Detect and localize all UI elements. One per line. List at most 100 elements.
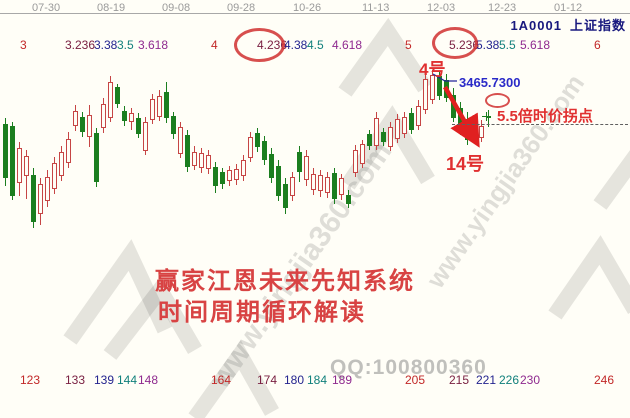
gann-ratio-label: 4.38 [284,38,308,52]
watermark-chevron [593,150,630,210]
date-label: 08-19 [97,2,126,14]
candle-body [87,115,92,137]
candle-body [66,139,71,163]
candle-body [206,155,211,169]
gann-day-label: 230 [520,373,541,387]
gann-day-label: 123 [20,373,41,387]
candle-body [80,117,85,132]
candle-body [416,106,421,126]
candle-body [409,113,414,130]
gann-day-label: 184 [307,373,328,387]
gann-ratio-label: 3.5 [117,38,134,52]
date-label: 12-23 [488,2,517,14]
candle-body [45,177,50,201]
candle-body [129,113,134,122]
candle-body [115,87,120,104]
candle-body [262,141,267,160]
candle-body [367,134,372,146]
candle-body [269,154,274,178]
candle-body [157,96,162,117]
candle-body [311,174,316,190]
watermark-chevron [188,340,279,418]
gann-day-label: 215 [449,373,470,387]
gann-day-label: 246 [594,373,615,387]
candle-body [381,132,386,142]
peak-price-annotation: 3465.7300 [459,75,521,90]
gann-day-label: 221 [476,373,497,387]
gann-day-label: 226 [499,373,520,387]
candle-body [199,153,204,168]
date-label: 09-08 [162,2,191,14]
candle-body [360,144,365,164]
gann-day-label: 148 [138,373,159,387]
date-axis-rule [0,13,630,14]
candle-body [248,137,253,158]
candle-body [325,177,330,193]
watermark-chevron [63,239,173,345]
candle-body [437,76,442,96]
candle-body [388,127,393,147]
candle-body [486,116,491,118]
gann-ratio-label: 3.618 [138,38,169,52]
gann-day-label: 144 [117,373,138,387]
candle-body [220,172,225,184]
candle-body [402,117,407,134]
gann-ratio-label: 6 [594,38,601,52]
candle-body [3,124,8,178]
index-name: 上证指数 [569,18,626,33]
gann-day-label: 133 [65,373,86,387]
candle-body [318,175,323,191]
candle-body [101,104,106,128]
date-label: 09-28 [227,2,256,14]
candle-body [395,119,400,139]
decline-arrow [443,85,480,148]
candle-body [73,111,78,126]
candle-body [346,195,351,204]
candle-body [213,167,218,186]
candle-body [171,116,176,134]
candle-body [374,118,379,146]
candle-body [164,92,169,118]
candle-body [136,118,141,134]
candle-body [290,177,295,196]
date-axis: 07-30 08-19 09-08 09-28 10-26 11-13 12-03 12-23… [0,0,630,14]
gann-day-label: 164 [211,373,232,387]
index-code: 1A0001 [510,18,562,33]
peak-day-annotation: 4号 [419,60,446,79]
candle-body [353,150,358,173]
candle-body [59,152,64,176]
date-label: 07-30 [32,2,61,14]
candle-body [150,99,155,120]
gann-ratio-label: 5.5 [499,38,516,52]
date-label: 11-13 [362,2,390,14]
candle-body [24,156,29,176]
candle-body [304,156,309,180]
bottom-day-annotation: 14号 [446,154,485,174]
candle-body [108,82,113,118]
date-label: 01-12 [554,2,583,14]
last-price-cross-marker [482,112,491,121]
circle-annotation-4-236 [234,28,285,62]
index-title: 1A0001 上证指数 [510,15,626,34]
headline-line1: 赢家江恩未来先知系统 [155,268,415,295]
gann-ratio-label: 3.236 [65,38,96,52]
gann-day-label: 180 [284,373,305,387]
candle-body [122,111,127,121]
candle-body [423,79,428,110]
circle-annotation-5-236 [432,27,478,59]
gann-ratio-label: 5.38 [476,38,500,52]
date-label: 10-26 [293,2,322,14]
gann-ratio-label: 4.618 [332,38,363,52]
headline-line2: 时间周期循环解读 [158,299,366,326]
pivot-ellipse-annotation [485,93,510,108]
candle-wick [488,110,489,127]
candle-body [332,173,337,199]
gann-ratio-label: 4 [211,38,218,52]
candle-body [234,169,239,180]
gann-ratio-label: 5 [405,38,412,52]
candle-body [52,163,57,189]
candle-body [276,166,281,196]
candle-body [227,170,232,181]
